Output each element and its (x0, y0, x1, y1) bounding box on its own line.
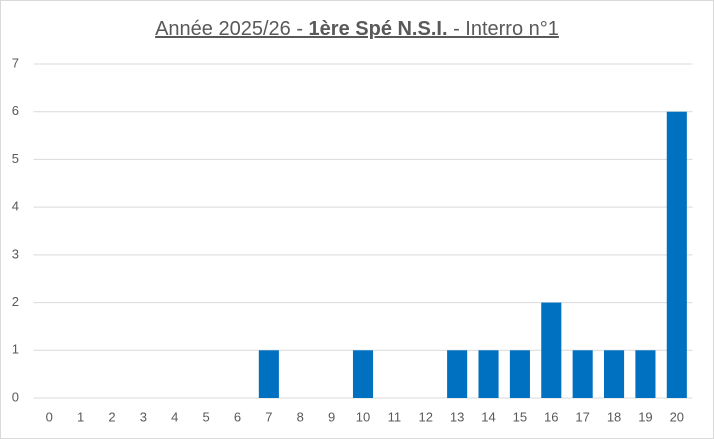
x-tick-label: 9 (328, 409, 335, 424)
y-tick-label: 1 (12, 342, 19, 357)
x-tick-label: 14 (481, 409, 495, 424)
x-tick-label: 12 (419, 409, 433, 424)
x-tick-label: 8 (297, 409, 304, 424)
x-tick-label: 4 (171, 409, 178, 424)
x-tick-label: 15 (513, 409, 527, 424)
bar (604, 350, 625, 398)
bar (258, 350, 279, 398)
bar (635, 350, 656, 398)
title-part: 1ère Spé N.S.I. (309, 18, 448, 40)
x-tick-label: 10 (356, 409, 370, 424)
y-tick-label: 7 (12, 55, 19, 70)
x-tick-label: 6 (234, 409, 241, 424)
y-tick-label: 3 (12, 246, 19, 261)
x-tick-label: 17 (575, 409, 589, 424)
y-tick-label: 6 (12, 103, 19, 118)
x-tick-label: 2 (108, 409, 115, 424)
bar (352, 350, 374, 398)
x-tick-label: 3 (140, 409, 147, 424)
x-tick-label: 7 (265, 409, 272, 424)
bar (666, 111, 687, 398)
x-tick-label: 19 (638, 409, 652, 424)
bar (541, 302, 562, 398)
title-part: Année 2025/26 - (155, 18, 308, 40)
y-tick-label: 4 (12, 199, 19, 214)
bar (572, 350, 593, 398)
y-tick-label: 5 (12, 151, 19, 166)
title-part: - Interro n°1 (448, 18, 559, 40)
chart-title: Année 2025/26 - 1ère Spé N.S.I. - Interr… (155, 18, 559, 40)
bar (509, 350, 530, 398)
bar (478, 350, 499, 398)
y-tick-label: 0 (12, 389, 19, 404)
x-tick-label: 5 (202, 409, 209, 424)
x-tick-label: 13 (450, 409, 464, 424)
bar (447, 350, 468, 398)
x-tick-label: 11 (388, 409, 402, 424)
x-tick-label: 16 (544, 409, 558, 424)
x-tick-label: 20 (670, 409, 684, 424)
x-tick-label: 18 (607, 409, 621, 424)
y-tick-label: 2 (12, 294, 19, 309)
x-tick-label: 0 (46, 409, 53, 424)
x-tick-label: 1 (77, 409, 84, 424)
